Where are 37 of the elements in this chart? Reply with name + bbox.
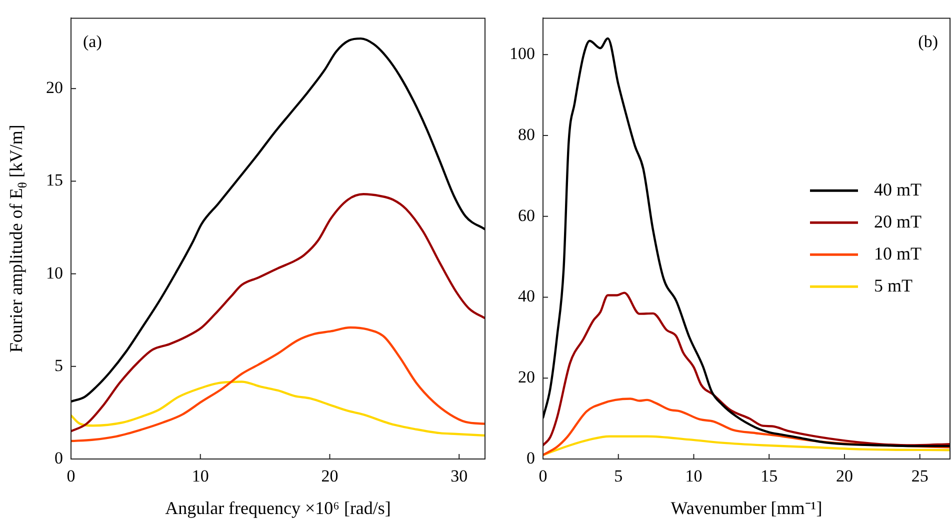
legend-label: 5 mT — [874, 275, 912, 296]
y-tick-label: 15 — [46, 170, 63, 190]
y-tick-label: 0 — [54, 448, 63, 468]
line-series — [543, 435, 950, 456]
x-axis-title: Angular frequency ×10⁶ [rad/s] — [165, 498, 391, 518]
y-tick-label: 10 — [46, 263, 63, 282]
x-axis-title: Wavenumber [mm⁻¹] — [670, 498, 822, 518]
legend-label: 40 mT — [874, 179, 922, 200]
line-series — [543, 292, 950, 446]
y-tick-label: 100 — [510, 44, 535, 64]
x-tick-label: 20 — [321, 466, 338, 486]
x-tick-label: 25 — [911, 466, 928, 486]
x-tick-label: 10 — [685, 466, 702, 486]
y-tick-label: 5 — [54, 356, 63, 375]
x-tick-label: 20 — [836, 466, 853, 486]
line-series — [543, 37, 950, 448]
legend-label: 10 mT — [874, 243, 922, 264]
y-tick-label: 0 — [526, 448, 535, 468]
x-tick-label: 30 — [450, 466, 468, 486]
y-tick-label: 40 — [518, 286, 535, 306]
annotation: (a) — [83, 32, 102, 52]
annotation: (b) — [918, 32, 938, 52]
x-tick-label: 10 — [192, 466, 209, 486]
legend-label: 20 mT — [874, 211, 922, 232]
line-series — [71, 193, 485, 432]
line-series — [71, 37, 485, 403]
y-tick-label: 20 — [46, 78, 63, 98]
y-tick-label: 60 — [518, 206, 535, 225]
x-tick-label: 5 — [614, 466, 623, 486]
y-axis-title: Fourier amplitude of Eθ [kV/m] — [6, 124, 30, 353]
line-series — [71, 326, 485, 442]
x-tick-label: 15 — [760, 466, 778, 486]
line-series — [71, 380, 485, 437]
x-tick-label: 0 — [538, 466, 548, 486]
x-tick-label: 0 — [66, 466, 76, 486]
y-tick-label: 20 — [518, 368, 535, 387]
y-tick-label: 80 — [518, 124, 535, 144]
